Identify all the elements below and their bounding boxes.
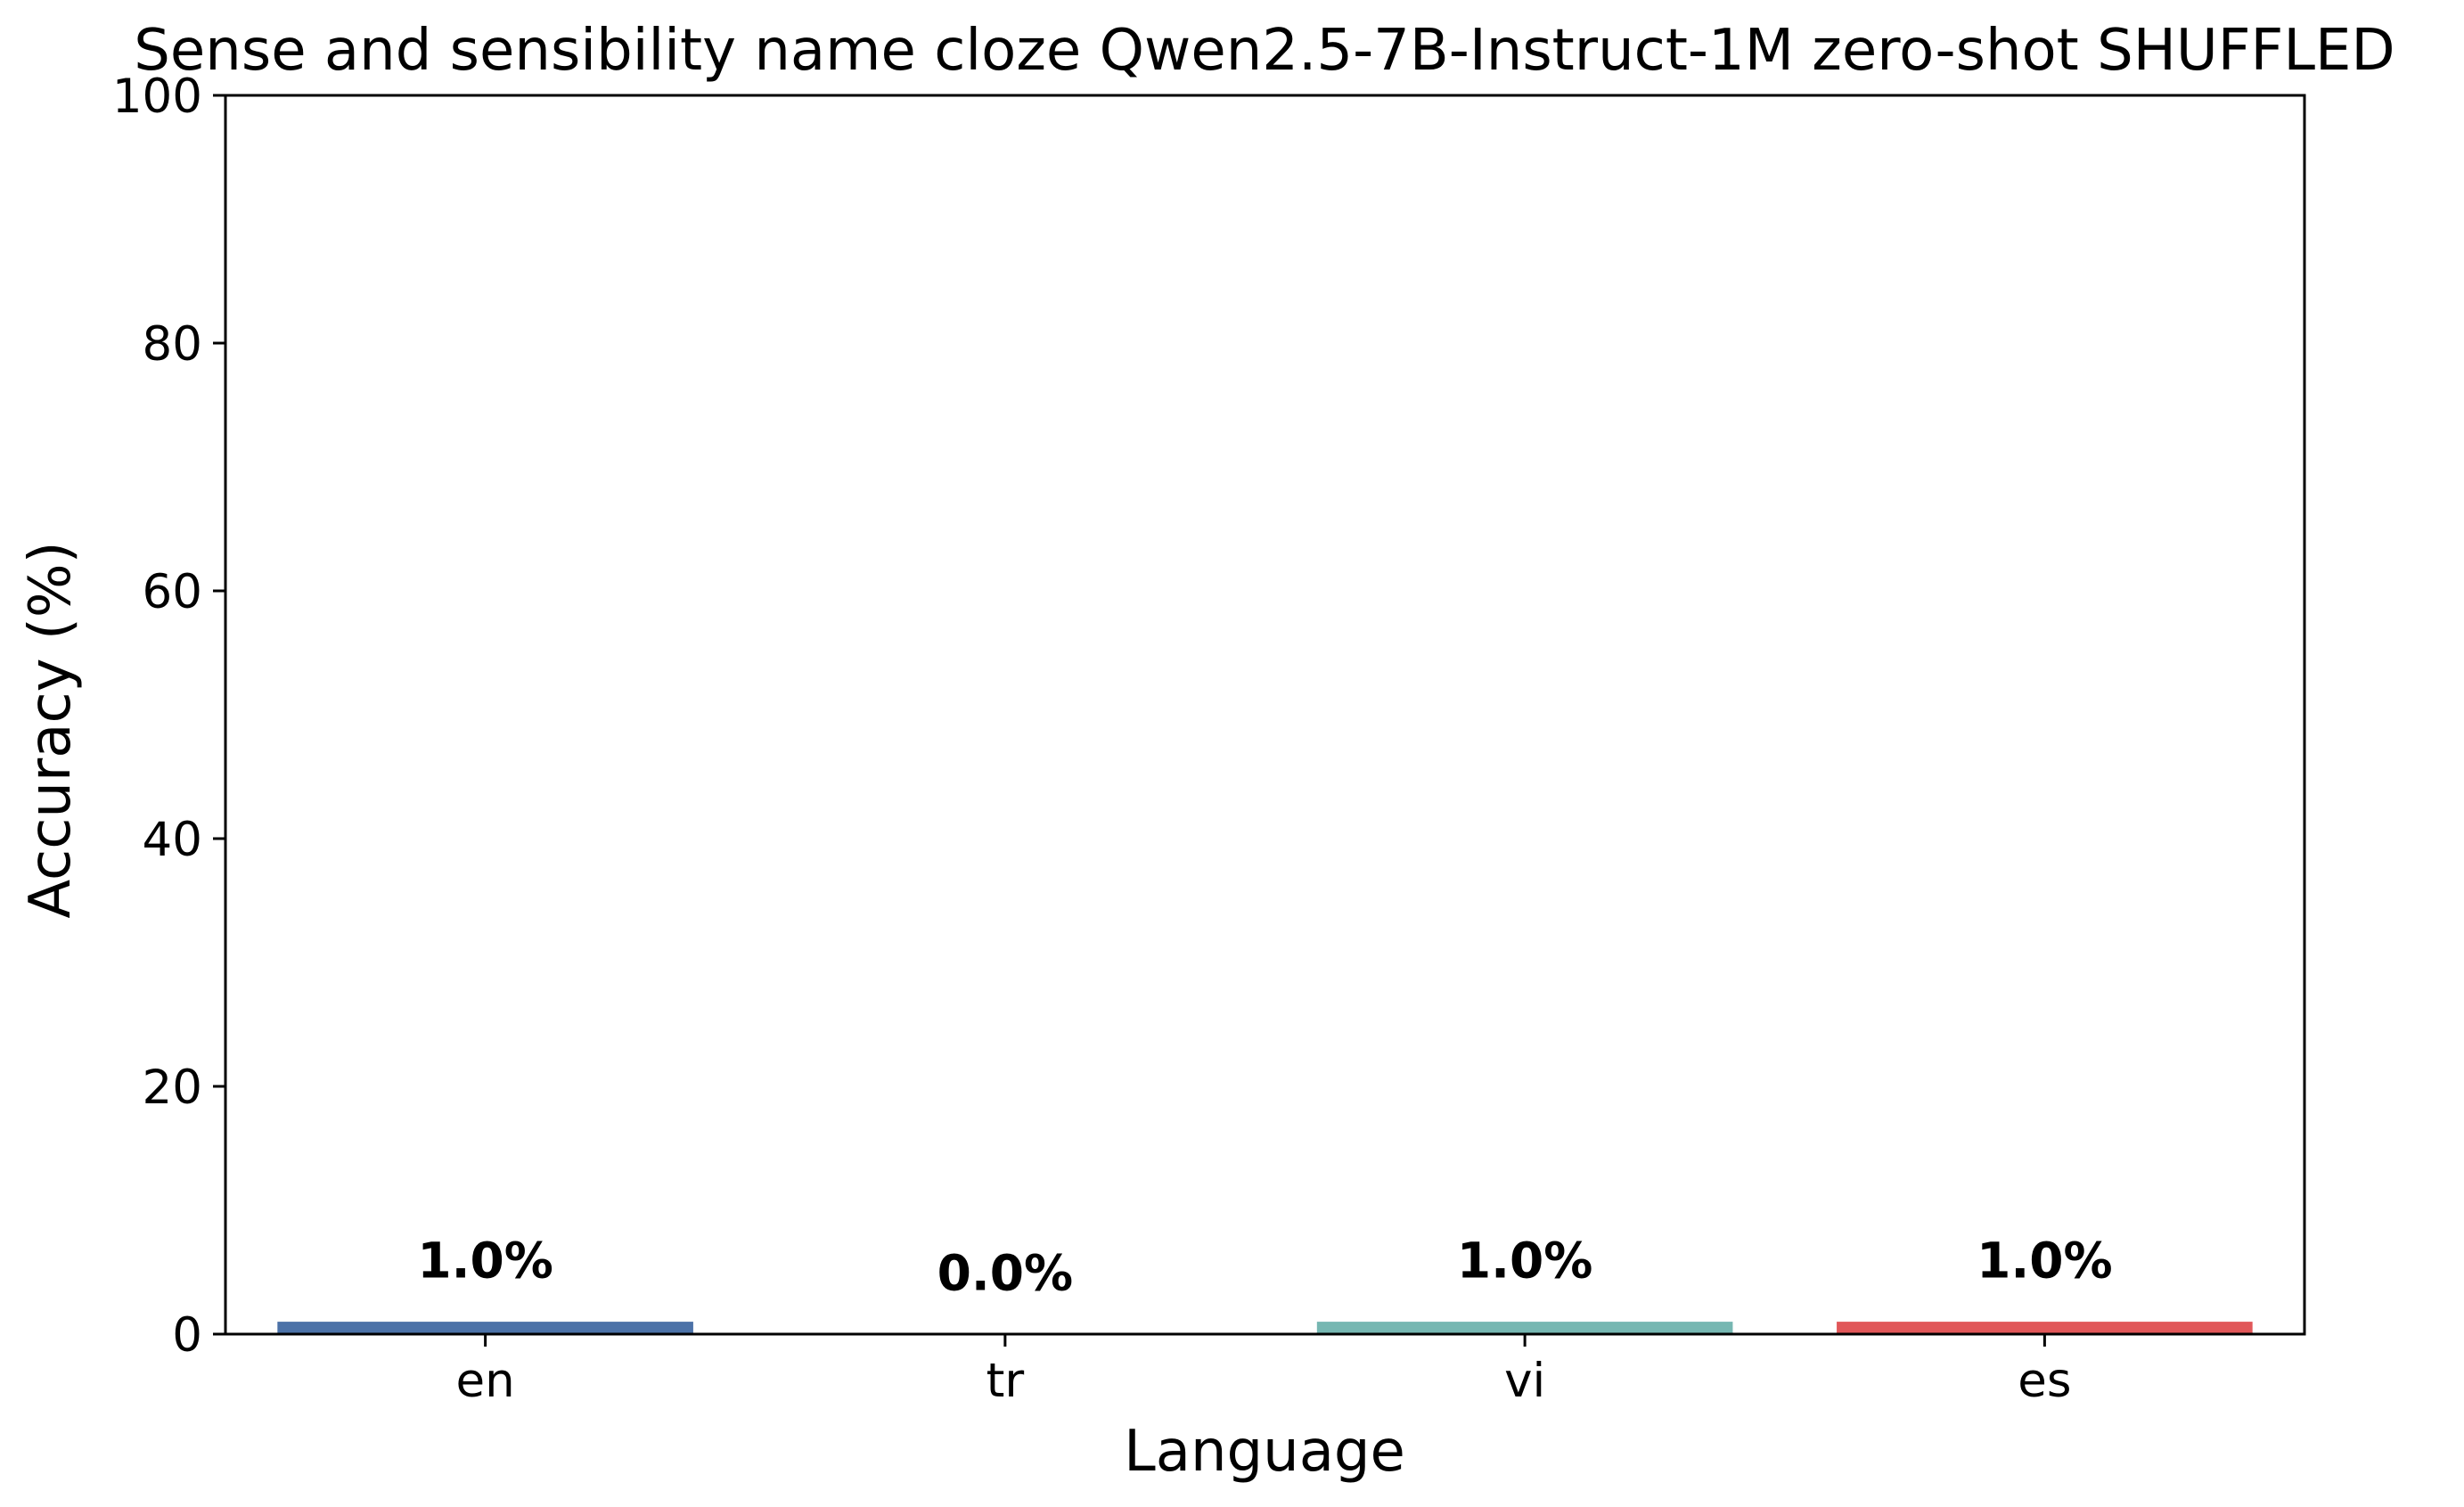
data-label-en: 1.0% — [417, 1233, 553, 1290]
x-tick-label-tr: tr — [986, 1354, 1025, 1408]
y-tick-label: 20 — [143, 1061, 202, 1115]
x-tick-label-vi: vi — [1504, 1354, 1545, 1408]
bar-en — [277, 1322, 693, 1334]
plot-area-frame — [224, 94, 2306, 1336]
y-tick-label: 60 — [143, 565, 202, 619]
y-tick-label: 0 — [172, 1308, 202, 1363]
data-labels: 1.0% 0.0% 1.0% 1.0% — [417, 1233, 2112, 1302]
data-label-es: 1.0% — [1977, 1233, 2113, 1290]
bar-vi — [1316, 1322, 1733, 1334]
y-tick-label: 40 — [143, 813, 202, 867]
x-axis-label: Language — [1124, 1419, 1405, 1485]
y-tick-label: 80 — [143, 317, 202, 372]
x-tick-label-es: es — [2018, 1354, 2071, 1408]
data-label-vi: 1.0% — [1457, 1233, 1593, 1290]
y-axis-ticks: 0 20 40 60 80 100 — [112, 70, 225, 1363]
y-tick-label: 100 — [112, 70, 202, 124]
y-axis-label: Accuracy (%) — [18, 541, 84, 918]
x-tick-label-en: en — [456, 1354, 515, 1408]
x-axis-ticks: en tr vi es — [456, 1334, 2071, 1408]
bars — [277, 1322, 2253, 1334]
data-label-tr: 0.0% — [937, 1245, 1074, 1302]
bar-es — [1837, 1322, 2253, 1334]
chart-title: Sense and sensibility name cloze Qwen2.5… — [134, 18, 2394, 84]
